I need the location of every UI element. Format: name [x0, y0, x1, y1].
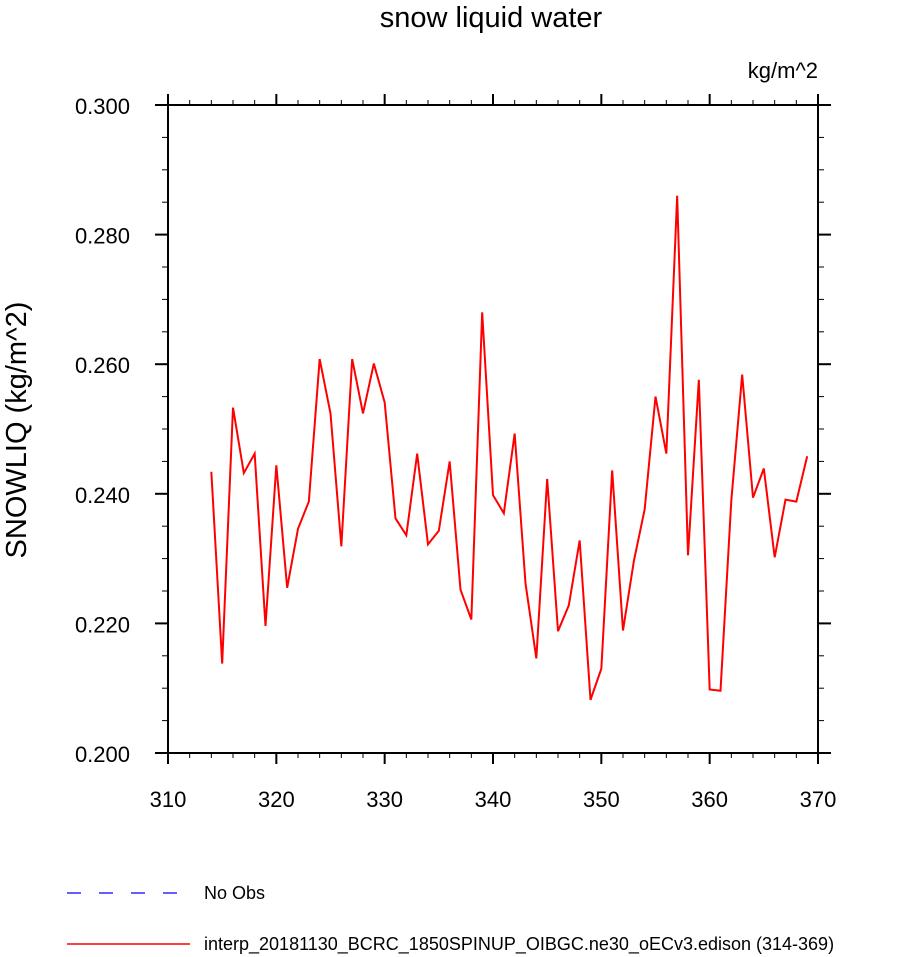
x-tick-label-310: 310: [150, 787, 187, 812]
y-axis-label: SNOWLIQ (kg/m^2): [1, 302, 33, 559]
y-tick-label-4: 0.280: [75, 224, 130, 249]
ticks-layer: 310 320 330 340 350 360 370 0.200 0.220 0.240 0.26…: [75, 94, 836, 812]
x-tick-label-320: 320: [258, 787, 295, 812]
series-layer: [210, 195, 809, 701]
x-tick-label-330: 330: [366, 787, 403, 812]
legend-label-series-2: No Obs: [204, 883, 265, 903]
x-tick-label-360: 360: [691, 787, 728, 812]
y-tick-label-1: 0.220: [75, 612, 130, 637]
y-tick-label-0: 0.200: [75, 742, 130, 767]
y-tick-label-5: 0.300: [75, 94, 130, 119]
y-tick-label-2: 0.240: [75, 483, 130, 508]
legend-label-series-1: interp_20181130_BCRC_1850SPINUP_OIBGC.ne…: [204, 934, 834, 955]
legend: No Obs interp_20181130_BCRC_1850SPINUP_O…: [67, 883, 834, 955]
chart-title: snow liquid water: [380, 2, 603, 34]
y-tick-label-3: 0.260: [75, 353, 130, 378]
series-line-1: [210, 195, 809, 701]
plot-frame: [167, 104, 819, 754]
x-tick-label-370: 370: [800, 787, 837, 812]
x-tick-label-340: 340: [475, 787, 512, 812]
units-label: kg/m^2: [748, 58, 818, 83]
x-tick-label-350: 350: [583, 787, 620, 812]
